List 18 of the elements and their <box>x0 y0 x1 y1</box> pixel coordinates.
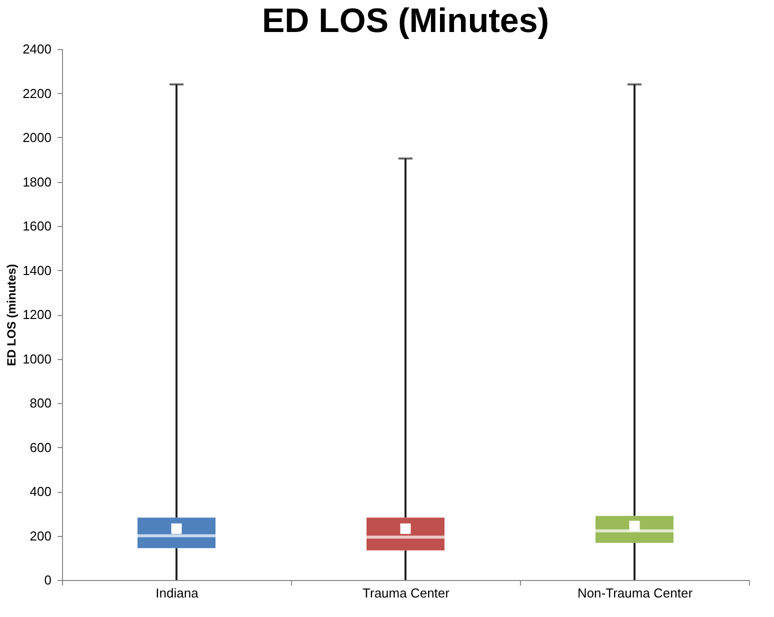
y-tick-label: 600 <box>30 440 52 455</box>
chart-title: ED LOS (Minutes) <box>262 2 550 40</box>
y-tick-label: 200 <box>30 528 52 544</box>
y-tick-label: 2000 <box>22 130 52 145</box>
x-tick-label: Trauma Center <box>362 586 450 600</box>
y-axis-title: ED LOS (minutes) <box>4 264 19 366</box>
y-tick-label: 400 <box>30 484 52 499</box>
y-tick-label: 1600 <box>22 218 52 234</box>
y-tick-label: 800 <box>30 396 52 410</box>
y-tick-label: 1000 <box>22 351 52 366</box>
y-tick-label: 0 <box>44 572 52 588</box>
y-tick-label: 1800 <box>22 174 52 190</box>
x-tick-label: Non-Trauma Center <box>577 586 694 600</box>
y-tick-label: 2200 <box>22 86 52 101</box>
y-tick-label: 1200 <box>22 307 52 322</box>
x-tick-label: Indiana <box>156 586 200 600</box>
y-tick-label: 1400 <box>22 262 52 278</box>
y-tick-label: 2400 <box>22 42 52 56</box>
